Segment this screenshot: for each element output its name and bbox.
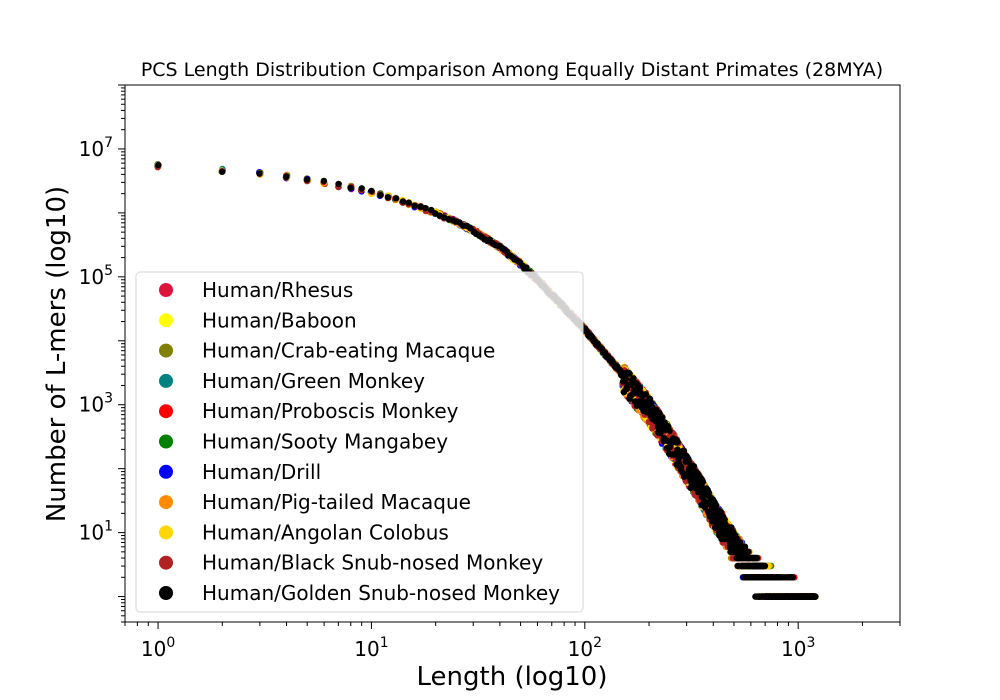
chart-title: PCS Length Distribution Comparison Among… <box>141 59 883 81</box>
